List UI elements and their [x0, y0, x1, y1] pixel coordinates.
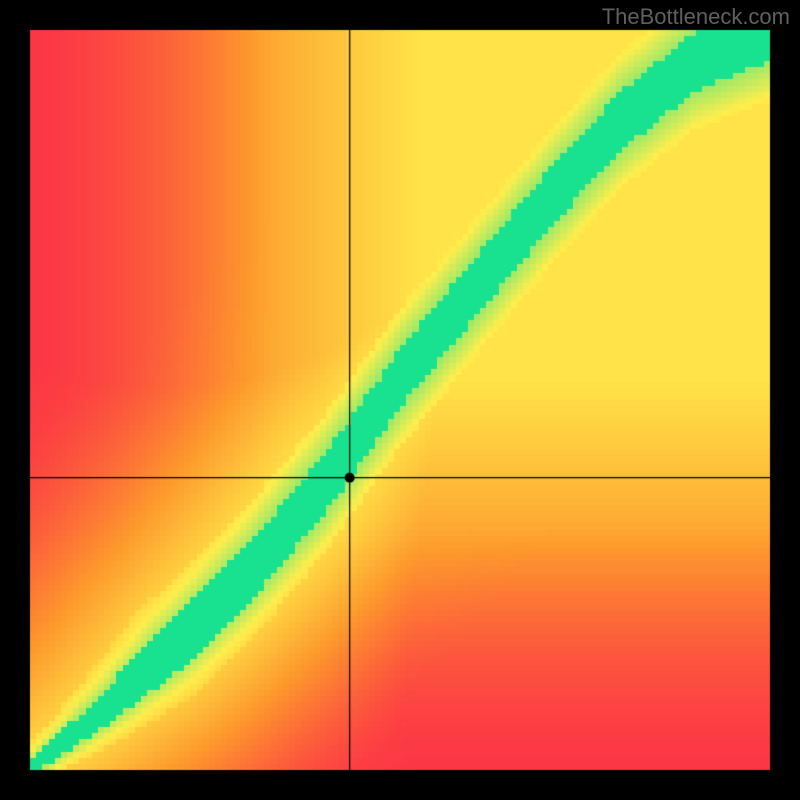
bottleneck-heatmap — [0, 0, 800, 800]
attribution-text: TheBottleneck.com — [602, 4, 790, 30]
chart-container: TheBottleneck.com — [0, 0, 800, 800]
